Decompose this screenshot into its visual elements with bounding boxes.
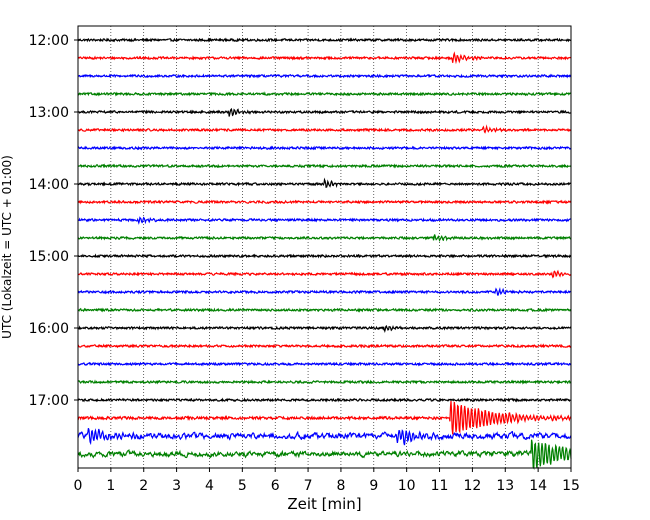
y-tick-label-17:00: 17:00 — [29, 393, 69, 409]
y-axis-ticks: 12:00 13:00 14:00 15:00 16:00 17:00 — [29, 33, 78, 409]
x-tick-label-1: 1 — [106, 478, 115, 494]
x-tick-label-4: 4 — [205, 478, 214, 494]
trace-1715 — [77, 400, 572, 435]
x-tick-label-0: 0 — [74, 478, 83, 494]
y-tick-label-14:00: 14:00 — [29, 177, 69, 193]
trace-1600 — [77, 324, 572, 334]
trace-1345 — [77, 163, 572, 169]
x-tick-label-15: 15 — [562, 478, 580, 494]
trace-1745 — [77, 439, 572, 471]
x-axis-ticks: 0 1 2 3 4 5 6 7 8 9 10 11 12 13 14 15 — [74, 468, 580, 494]
x-tick-label-2: 2 — [139, 478, 148, 494]
y-tick-label-13:00: 13:00 — [29, 105, 69, 121]
y-tick-label-16:00: 16:00 — [29, 321, 69, 337]
trace-lines — [77, 37, 572, 471]
x-tick-label-5: 5 — [238, 478, 247, 494]
trace-1615 — [77, 343, 572, 349]
trace-1730 — [77, 428, 572, 446]
trace-1545 — [77, 307, 572, 313]
trace-1330 — [78, 145, 572, 151]
trace-1315 — [77, 124, 572, 134]
trace-1630 — [77, 361, 571, 367]
x-tick-label-8: 8 — [336, 478, 345, 494]
trace-1215 — [77, 51, 572, 65]
trace-1645 — [77, 379, 572, 385]
trace-1530 — [77, 287, 572, 296]
trace-1400 — [77, 177, 572, 189]
x-axis-label: Zeit [min] — [287, 495, 361, 513]
trace-1300 — [77, 107, 572, 117]
trace-1230 — [78, 73, 572, 79]
trace-1445 — [77, 234, 572, 243]
trace-1500 — [77, 253, 572, 259]
y-axis-label: UTC (Lokalzeit = UTC + 01:00) — [0, 155, 14, 339]
trace-1200 — [77, 37, 572, 43]
y-tick-label-12:00: 12:00 — [29, 33, 69, 49]
x-tick-label-6: 6 — [271, 478, 280, 494]
trace-1415 — [77, 199, 572, 205]
x-tick-label-13: 13 — [496, 478, 514, 494]
x-tick-label-10: 10 — [398, 478, 416, 494]
trace-1700 — [77, 397, 572, 403]
trace-1245 — [77, 91, 572, 97]
trace-1515 — [77, 269, 572, 279]
x-tick-label-11: 11 — [431, 478, 449, 494]
plot-frame — [77, 25, 572, 469]
y-tick-label-15:00: 15:00 — [29, 249, 69, 265]
trace-1430 — [77, 216, 572, 225]
x-tick-label-14: 14 — [529, 478, 547, 494]
x-tick-label-12: 12 — [463, 478, 481, 494]
x-tick-label-3: 3 — [172, 478, 181, 494]
x-tick-label-9: 9 — [369, 478, 378, 494]
x-tick-label-7: 7 — [304, 478, 313, 494]
